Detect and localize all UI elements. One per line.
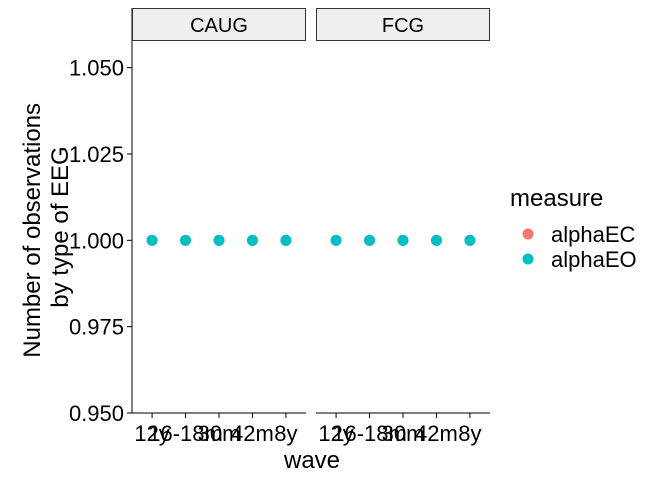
y-tick-label: 1.000 xyxy=(69,228,124,253)
legend-title: measure xyxy=(510,185,603,212)
legend-key-alphaeo xyxy=(522,253,534,265)
facet-strip-label: FCG xyxy=(382,15,424,37)
point-alphaeo xyxy=(213,234,225,246)
point-alphaeo xyxy=(464,234,476,246)
point-alphaeo xyxy=(246,234,258,246)
x-axis-title: wave xyxy=(283,447,340,474)
facet-strip xyxy=(316,8,490,41)
y-tick-label: 1.025 xyxy=(69,142,124,167)
point-alphaeo xyxy=(397,234,409,246)
x-tick-label: 30m xyxy=(382,421,425,446)
y-axis-title-line-2: by type of EEG xyxy=(47,146,74,307)
point-alphaeo xyxy=(146,234,158,246)
legend-label: alphaEC xyxy=(551,222,636,247)
point-alphaeo xyxy=(280,234,292,246)
y-axis-ticks: 1.050 1.025 1.000 0.975 0.950 xyxy=(69,56,132,426)
legend-key-alphaec xyxy=(522,228,534,240)
point-alphaeo xyxy=(430,234,442,246)
y-axis-title-line-1: Number of observations xyxy=(19,103,46,358)
y-axis-title: Number of observations by type of EEG xyxy=(19,96,74,357)
x-tick-label: 12y xyxy=(318,421,353,446)
point-alphaeo xyxy=(330,234,342,246)
facet-strip xyxy=(132,8,306,41)
x-tick-label: 30m xyxy=(198,421,241,446)
point-alphaeo xyxy=(180,234,192,246)
y-tick-label: 0.975 xyxy=(69,315,124,340)
x-tick-label: 42m xyxy=(231,421,274,446)
x-tick-label: 42m xyxy=(415,421,458,446)
legend-label: alphaEO xyxy=(551,247,637,272)
y-tick-label: 0.950 xyxy=(69,401,124,426)
x-tick-label: 16-18m xyxy=(148,421,223,446)
x-tick-label: 12y xyxy=(134,421,169,446)
x-tick-label: 8y xyxy=(274,421,297,446)
x-tick-label: 16-18m xyxy=(332,421,407,446)
x-tick-label: 8y xyxy=(458,421,481,446)
point-alphaeo xyxy=(364,234,376,246)
facet-strip-label: CAUG xyxy=(190,15,248,37)
y-tick-label: 1.050 xyxy=(69,56,124,81)
